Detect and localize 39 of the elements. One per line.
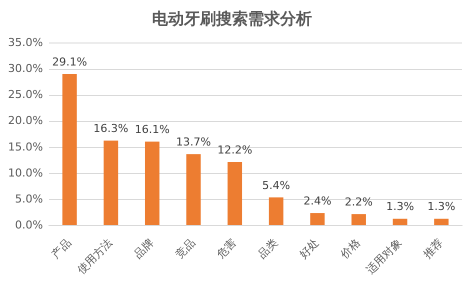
y-tick-label: 30.0%: [8, 62, 43, 76]
x-tick-label: 品类: [256, 236, 280, 261]
bar: [144, 142, 160, 226]
data-label: 1.3%: [427, 200, 456, 214]
x-tick-label: 产品: [48, 236, 74, 261]
data-label: 2.4%: [303, 194, 332, 208]
y-tick-label: 25.0%: [8, 88, 43, 102]
bar: [392, 218, 408, 226]
x-tick-label: 危害: [214, 236, 239, 261]
y-tick-label: 0.0%: [14, 218, 43, 232]
chart-title: 电动牙刷搜索需求分析: [152, 8, 312, 28]
data-label: 12.2%: [217, 143, 252, 156]
y-tick-label: 20.0%: [8, 114, 43, 128]
bar: [268, 197, 284, 226]
data-label: 29.1%: [52, 55, 88, 68]
bar: [434, 218, 449, 226]
x-tick-label: 推荐: [420, 236, 446, 261]
data-label: 5.4%: [262, 178, 290, 192]
data-label: 2.2%: [344, 195, 373, 208]
bar: [310, 213, 325, 226]
x-tick-label: 价格: [337, 236, 363, 262]
y-tick-label: 35.0%: [8, 36, 43, 50]
data-label: 13.7%: [176, 136, 211, 149]
bar: [62, 74, 77, 226]
data-label: 1.3%: [386, 200, 414, 214]
bar: [352, 214, 366, 226]
x-tick-label: 适用对象: [364, 236, 404, 276]
data-label: 16.3%: [93, 122, 128, 135]
x-tick-label: 竞品: [172, 236, 198, 261]
bar: [228, 162, 242, 226]
x-tick-label: 品牌: [132, 236, 156, 261]
y-tick-label: 15.0%: [8, 140, 43, 154]
y-tick-label: 10.0%: [8, 166, 43, 180]
x-tick-label: 使用方法: [74, 236, 116, 276]
x-tick-label: 好处: [296, 236, 322, 261]
data-label: 16.1%: [134, 123, 170, 136]
bar: [186, 154, 201, 226]
y-tick-label: 5.0%: [14, 192, 43, 206]
bar: [104, 140, 118, 226]
